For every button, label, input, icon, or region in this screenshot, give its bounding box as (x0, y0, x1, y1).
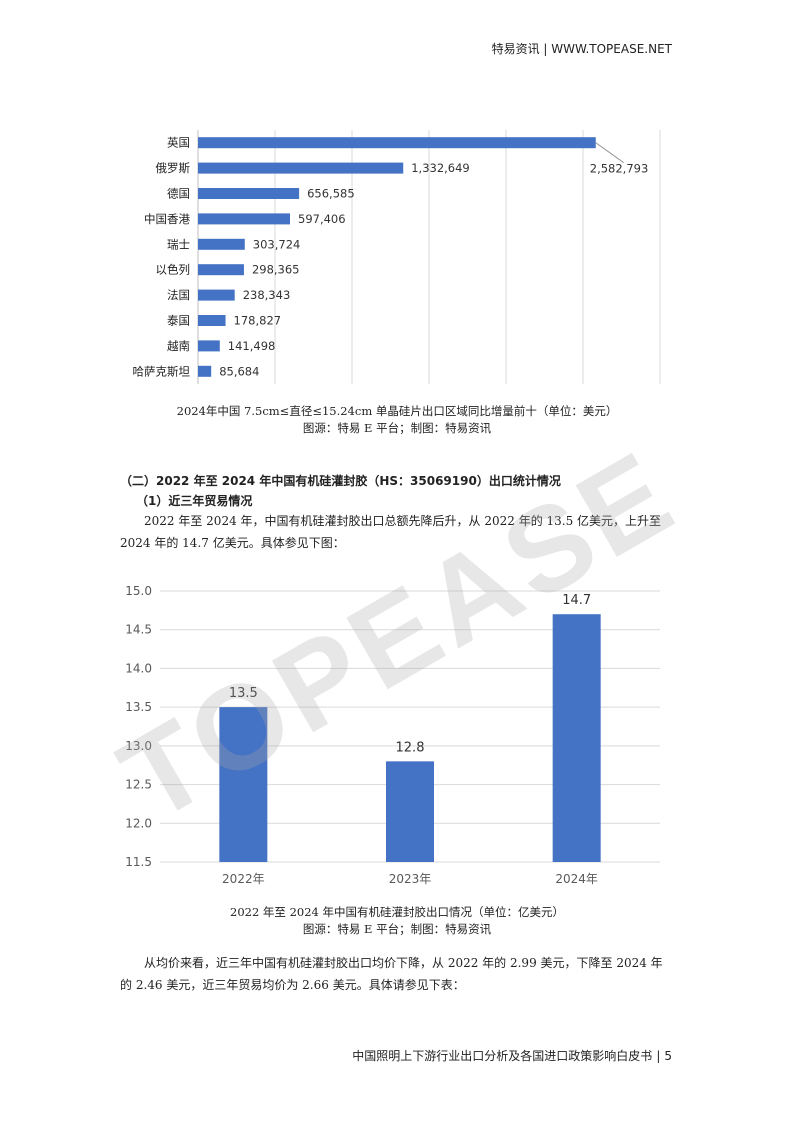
data-label: 141,498 (228, 339, 276, 353)
data-label: 13.5 (229, 686, 258, 701)
category-label: 英国 (167, 136, 190, 150)
page-header: 特易资讯 | WWW.TOPEASE.NET (491, 42, 672, 56)
data-label: 238,343 (243, 288, 291, 302)
bar (198, 289, 235, 301)
x-tick-label: 2024年 (555, 872, 598, 886)
bar (198, 137, 596, 149)
section-paragraph: 2022 年至 2024 年，中国有机硅灌封胶出口总额先降后升，从 2022 年… (120, 514, 662, 550)
category-label: 泰国 (167, 314, 190, 328)
vertical-bar-chart: 11.5 12.0 12.5 13.0 13.5 14.0 14.5 15.0 13.5 2022… (125, 584, 660, 886)
x-tick-label: 2023年 (389, 872, 432, 886)
bar (198, 315, 226, 326)
page-number: 5 (664, 1049, 672, 1063)
y-tick-label: 13.5 (125, 700, 152, 714)
section-subtitle: （1）近三年贸易情况 (136, 494, 253, 508)
chart2-caption: 2022 年至 2024 年中国有机硅灌封胶出口情况（单位：亿美元） 图源：特易… (0, 904, 794, 938)
horizontal-bar-chart: 英国 2,582,793 俄罗斯 1,332,649 德国 656,585 中国香港 597,… (133, 130, 661, 384)
y-tick-label: 11.5 (125, 855, 152, 869)
category-label: 越南 (167, 339, 190, 353)
bar (198, 264, 244, 276)
data-label: 12.8 (396, 740, 425, 755)
chart1-caption-title: 2024年中国 7.5cm≤直径≤15.24cm 单晶硅片出口区域同比增量前十（… (176, 404, 618, 418)
y-tick-label: 15.0 (125, 584, 152, 598)
data-label: 1,332,649 (411, 161, 470, 175)
bar (198, 213, 291, 225)
y-tick-label: 14.0 (125, 661, 152, 675)
data-label: 85,684 (219, 364, 259, 378)
category-label: 法国 (167, 288, 190, 302)
category-label: 俄罗斯 (156, 161, 191, 175)
chart1-caption: 2024年中国 7.5cm≤直径≤15.24cm 单晶硅片出口区域同比增量前十（… (0, 403, 794, 437)
category-label: 中国香港 (144, 212, 190, 226)
y-tick-label: 12.0 (125, 816, 152, 830)
category-label: 以色列 (156, 263, 191, 277)
category-label: 瑞士 (167, 237, 190, 251)
chart2-caption-title: 2022 年至 2024 年中国有机硅灌封胶出口情况（单位：亿美元） (230, 905, 564, 919)
category-label: 德国 (167, 187, 190, 201)
y-tick-label: 14.5 (125, 623, 152, 637)
chart2-caption-source: 图源：特易 E 平台；制图：特易资讯 (302, 922, 492, 936)
data-label: 298,365 (252, 263, 300, 277)
bar (386, 761, 434, 862)
data-label: 303,724 (253, 237, 301, 251)
bar (552, 614, 601, 862)
bar (198, 365, 212, 377)
data-label: 178,827 (234, 314, 282, 328)
bar (219, 707, 268, 862)
bar (198, 238, 245, 250)
x-tick-label: 2022年 (222, 872, 265, 886)
data-label: 14.7 (562, 593, 591, 608)
data-label: 656,585 (307, 187, 355, 201)
y-tick-label: 12.5 (125, 778, 152, 792)
bar (198, 340, 220, 352)
bar (198, 188, 300, 199)
category-label: 哈萨克斯坦 (133, 364, 191, 378)
data-label: 2,582,793 (590, 162, 649, 176)
chart1-caption-source: 图源：特易 E 平台；制图：特易资讯 (302, 421, 492, 435)
label-leader-line (595, 142, 625, 164)
section-title: （二）2022 年至 2024 年中国有机硅灌封胶（HS：35069190）出口… (120, 474, 561, 488)
footer-title: 中国照明上下游行业出口分析及各国进口政策影响白皮书 (352, 1049, 653, 1063)
bar (198, 162, 404, 174)
price-paragraph: 从均价来看，近三年中国有机硅灌封胶出口均价下降，从 2022 年的 2.99 美… (120, 956, 663, 992)
page-footer: 中国照明上下游行业出口分析及各国进口政策影响白皮书 | 5 (352, 1049, 672, 1063)
y-tick-label: 13.0 (125, 739, 152, 753)
data-label: 597,406 (298, 212, 346, 226)
